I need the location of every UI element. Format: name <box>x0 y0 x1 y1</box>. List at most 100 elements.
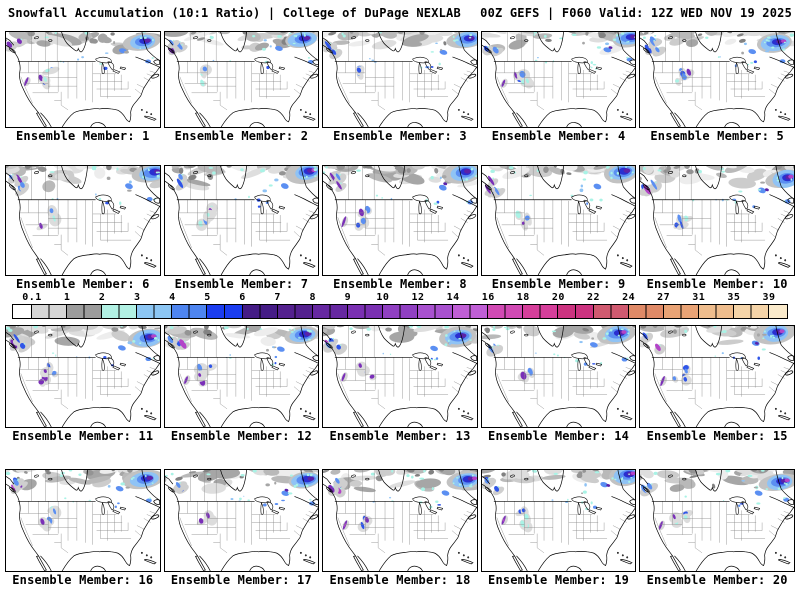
ensemble-panel: Ensemble Member: 7 <box>163 165 320 291</box>
ensemble-panel: Ensemble Member: 12 <box>163 325 320 443</box>
ensemble-panel: Ensemble Member: 20 <box>639 469 795 587</box>
ensemble-map-caption: Ensemble Member: 5 <box>650 129 784 143</box>
ensemble-map-caption: Ensemble Member: 13 <box>329 429 471 443</box>
ensemble-map-caption: Ensemble Member: 2 <box>174 129 309 143</box>
colorbar-tick-label: 31 <box>692 292 706 303</box>
colorbar-cell: 12 <box>412 292 453 318</box>
colorbar-scale: 0.1 1 2 3 4 5 6 7 8 9 10 12 14 16 18 20 22 24 27 31 35 39 <box>12 292 788 319</box>
ensemble-panel: Ensemble Member: 5 <box>639 31 795 143</box>
ensemble-panel: Ensemble Member: 14 <box>480 325 637 443</box>
ensemble-panel: Ensemble Member: 8 <box>322 165 478 291</box>
colorbar-cell: 3 <box>134 292 172 318</box>
ensemble-map <box>480 325 637 428</box>
ensemble-map-caption: Ensemble Member: 6 <box>15 277 150 291</box>
colorbar-cell: 0.1 <box>22 292 67 318</box>
ensemble-panel: Ensemble Member: 15 <box>639 325 795 443</box>
colorbar-tick-label: 39 <box>762 292 776 303</box>
colorbar: 0.1 1 2 3 4 5 6 7 8 9 10 12 14 16 18 20 22 24 27 31 35 39 <box>12 291 788 319</box>
ensemble-map-caption: Ensemble Member: 3 <box>333 129 467 143</box>
panel-row-4: Ensemble Member: 16 Ensemble Member: 17 … <box>0 469 800 587</box>
ensemble-map-caption: Ensemble Member: 19 <box>488 573 630 587</box>
ensemble-map <box>5 325 161 428</box>
colorbar-cell: 5 <box>204 292 242 318</box>
ensemble-panel: Ensemble Member: 11 <box>5 325 161 443</box>
colorbar-tick-label: 9 <box>344 292 352 303</box>
colorbar-cell: 31 <box>692 292 733 318</box>
colorbar-cell: 14 <box>447 292 488 318</box>
colorbar-tick-label: 7 <box>274 292 281 303</box>
panel-row-3: Ensemble Member: 11 Ensemble Member: 12 … <box>0 325 800 443</box>
ensemble-map-caption: Ensemble Member: 4 <box>491 129 626 143</box>
ensemble-map <box>5 469 161 572</box>
ensemble-map-caption: Ensemble Member: 14 <box>488 429 630 443</box>
colorbar-tick-label: 2 <box>98 292 106 303</box>
colorbar-tick-label: 14 <box>446 292 460 303</box>
colorbar-cell: 20 <box>552 292 593 318</box>
colorbar-cell: 22 <box>587 292 628 318</box>
ensemble-map <box>322 469 478 572</box>
ensemble-map <box>163 325 320 428</box>
ensemble-map-caption: Ensemble Member: 12 <box>170 429 312 443</box>
colorbar-cell: 27 <box>657 292 698 318</box>
ensemble-map <box>322 165 478 276</box>
colorbar-cell: 9 <box>345 292 382 318</box>
ensemble-panel: Ensemble Member: 9 <box>480 165 637 291</box>
ensemble-map <box>639 165 795 276</box>
ensemble-map <box>480 31 637 128</box>
ensemble-map <box>163 469 320 572</box>
colorbar-tick-label: 3 <box>134 292 141 303</box>
model-validity: 00Z GEFS | F060 Valid: 12Z WED NOV 19 20… <box>480 6 792 20</box>
ensemble-map-caption: Ensemble Member: 10 <box>646 277 788 291</box>
colorbar-tick-label: 35 <box>727 292 741 303</box>
colorbar-cell: 1 <box>64 292 102 318</box>
colorbar-cell <box>13 305 31 318</box>
header: Snowfall Accumulation (10:1 Ratio) | Col… <box>0 0 800 24</box>
ensemble-map-caption: Ensemble Member: 20 <box>646 573 788 587</box>
ensemble-panel: Ensemble Member: 18 <box>322 469 478 587</box>
ensemble-map <box>639 325 795 428</box>
colorbar-tick-label: 27 <box>657 292 671 303</box>
ensemble-map <box>639 31 795 128</box>
colorbar-cell: 8 <box>309 292 347 318</box>
colorbar-tick-label: 12 <box>411 292 425 303</box>
colorbar-tick-label: 16 <box>481 292 495 303</box>
colorbar-tick-label: 4 <box>169 292 176 303</box>
ensemble-map-caption: Ensemble Member: 1 <box>15 129 150 143</box>
product-title: Snowfall Accumulation (10:1 Ratio) | Col… <box>8 6 461 20</box>
ensemble-panel: Ensemble Member: 6 <box>5 165 161 291</box>
colorbar-cell: 35 <box>727 292 768 318</box>
panel-row-2: Ensemble Member: 6 Ensemble Member: 7 En… <box>0 165 800 291</box>
ensemble-panel: Ensemble Member: 17 <box>163 469 320 587</box>
ensemble-map <box>639 469 795 572</box>
ensemble-panel: Ensemble Member: 3 <box>322 31 478 143</box>
panel-row-1: Ensemble Member: 1 Ensemble Member: 2 En… <box>0 31 800 143</box>
colorbar-tick-label: 22 <box>586 292 601 303</box>
ensemble-panel: Ensemble Member: 13 <box>322 325 478 443</box>
ensemble-map-caption: Ensemble Member: 16 <box>12 573 154 587</box>
ensemble-map <box>163 165 320 276</box>
ensemble-map-caption: Ensemble Member: 8 <box>333 277 467 291</box>
colorbar-tick-label: 5 <box>204 292 211 303</box>
ensemble-map-caption: Ensemble Member: 7 <box>174 277 309 291</box>
ensemble-panel: Ensemble Member: 1 <box>5 31 161 143</box>
colorbar-cell: 7 <box>274 292 312 318</box>
colorbar-cell: 6 <box>239 292 277 318</box>
ensemble-panel: Ensemble Member: 4 <box>480 31 637 143</box>
colorbar-tick-label: 18 <box>516 292 530 303</box>
colorbar-cell: 2 <box>99 292 137 318</box>
colorbar-tick-label: 0.1 <box>22 292 42 303</box>
colorbar-cell: 16 <box>482 292 523 318</box>
ensemble-map-caption: Ensemble Member: 15 <box>646 429 788 443</box>
colorbar-cell: 18 <box>517 292 558 318</box>
colorbar-tick-label: 20 <box>551 292 565 303</box>
colorbar-tick-label: 1 <box>63 292 71 303</box>
colorbar-tick-label: 6 <box>239 292 246 303</box>
ensemble-map <box>163 31 320 128</box>
ensemble-map <box>480 165 637 276</box>
ensemble-map-caption: Ensemble Member: 11 <box>12 429 154 443</box>
ensemble-map-caption: Ensemble Member: 18 <box>329 573 471 587</box>
ensemble-panel: Ensemble Member: 2 <box>163 31 320 143</box>
ensemble-map-caption: Ensemble Member: 17 <box>170 573 312 587</box>
colorbar-tick-label: 8 <box>309 292 317 303</box>
